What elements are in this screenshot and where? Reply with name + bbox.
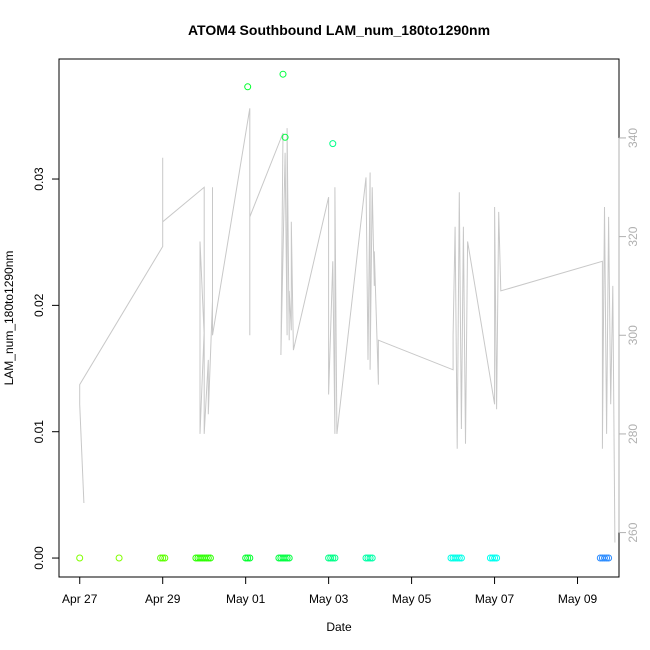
x-axis: Apr 27 Apr 29 May 01 May 03 May 05 May 07 May … xyxy=(62,576,598,606)
y2-tick-label: 320 xyxy=(626,226,640,246)
data-point xyxy=(244,554,252,562)
data-point xyxy=(157,554,165,562)
data-point xyxy=(366,554,374,562)
data-point xyxy=(457,554,465,562)
y2-tick-label: 280 xyxy=(626,424,640,444)
y-axis-label: LAM_num_180to1290nm xyxy=(2,251,16,386)
x-tick-label: May 03 xyxy=(309,592,349,606)
y-axis: 0.00 0.01 0.02 0.03 xyxy=(32,167,60,570)
data-point xyxy=(244,83,252,91)
x-tick-label: Apr 29 xyxy=(145,592,181,606)
y-tick-label: 0.01 xyxy=(32,420,46,444)
data-point xyxy=(453,554,461,562)
data-point xyxy=(601,554,608,562)
line-series-path xyxy=(79,108,616,543)
data-point xyxy=(489,554,496,562)
data-point xyxy=(603,554,611,562)
data-point xyxy=(202,554,210,562)
data-point xyxy=(368,554,376,562)
data-point xyxy=(242,554,250,562)
y2-tick-label: 340 xyxy=(626,128,640,148)
data-point xyxy=(605,554,613,562)
plot-frame xyxy=(58,58,620,578)
x-tick-label: May 07 xyxy=(475,592,515,606)
y-tick-label: 0.02 xyxy=(32,293,46,317)
data-point xyxy=(206,554,214,562)
data-point xyxy=(246,554,254,562)
data-point xyxy=(281,554,289,562)
y2-axis: 260 280 300 320 340 xyxy=(618,128,640,543)
data-point xyxy=(76,554,84,562)
data-point xyxy=(285,554,293,562)
x-axis-label: Date xyxy=(326,620,352,634)
x-tick-label: May 05 xyxy=(392,592,432,606)
data-point xyxy=(331,554,339,562)
data-point xyxy=(279,70,287,78)
data-point xyxy=(159,554,167,562)
data-point xyxy=(364,554,372,562)
x-tick-label: May 01 xyxy=(226,592,266,606)
data-point xyxy=(115,554,123,562)
x-tick-label: May 09 xyxy=(558,592,598,606)
data-point xyxy=(283,554,291,562)
y2-tick-label: 260 xyxy=(626,522,640,542)
data-point xyxy=(493,554,501,562)
chart-title: ATOM4 Southbound LAM_num_180to1290nm xyxy=(188,22,490,38)
data-point xyxy=(204,554,212,562)
y-tick-label: 0.03 xyxy=(32,167,46,191)
point-series-group xyxy=(76,70,613,562)
data-point xyxy=(281,133,289,141)
data-point xyxy=(455,554,463,562)
line-series-group xyxy=(79,108,616,543)
y-tick-label: 0.00 xyxy=(32,546,46,570)
x-tick-label: Apr 27 xyxy=(62,592,98,606)
data-point xyxy=(161,554,169,562)
data-point xyxy=(329,140,337,148)
y2-tick-label: 300 xyxy=(626,325,640,345)
data-point xyxy=(327,554,335,562)
data-point xyxy=(491,554,499,562)
data-point xyxy=(329,554,337,562)
